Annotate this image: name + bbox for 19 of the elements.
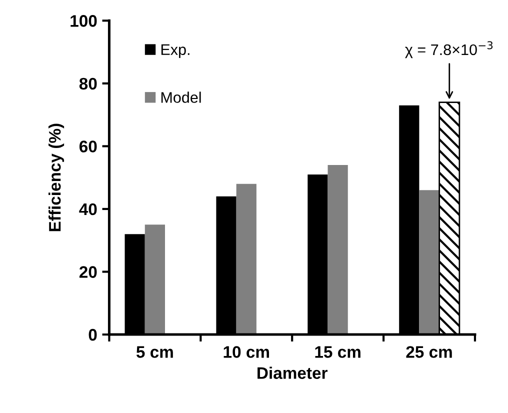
- y-tick-label: 40: [79, 203, 97, 216]
- y-tick-label: 0: [88, 328, 97, 341]
- y-axis-title: Efficiency (%): [48, 124, 64, 232]
- x-tick-label: 25 cm: [406, 346, 452, 358]
- x-tick-label: 15 cm: [315, 346, 360, 358]
- y-tick-label: 80: [79, 78, 97, 90]
- legend-label: Exp.: [161, 44, 190, 58]
- y-tick-label: 20: [79, 266, 97, 278]
- legend-label: Model: [161, 92, 201, 103]
- x-tick-label: 5 cm: [136, 346, 173, 358]
- bar: [328, 165, 348, 335]
- bar: [236, 184, 256, 335]
- y-tick-label: 60: [79, 140, 97, 152]
- bar: [144, 224, 165, 335]
- annotation: χ = 7.8×10$^{−3}$: [405, 41, 493, 58]
- x-axis-title: Diameter: [258, 366, 328, 379]
- x-tick-label: 10 cm: [224, 346, 269, 358]
- y-tick-label: 100: [70, 15, 97, 27]
- bar: [419, 190, 440, 335]
